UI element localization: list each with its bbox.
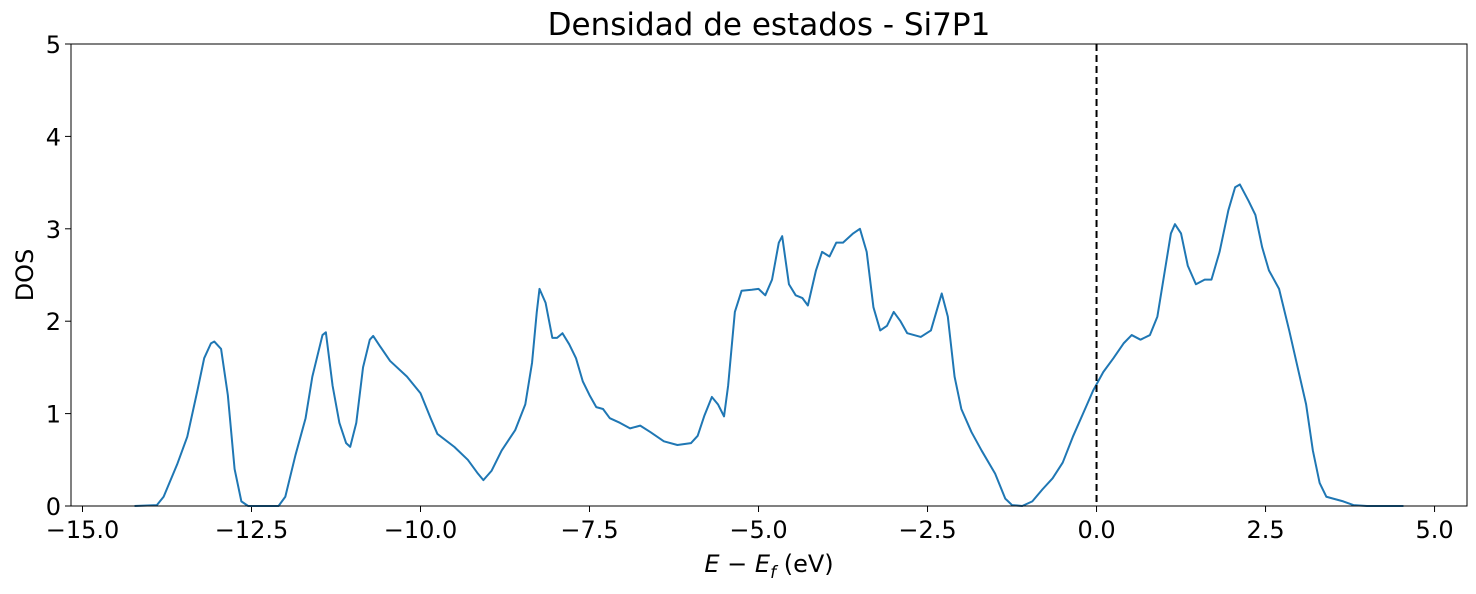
y-axis-label: DOS [11,249,39,302]
x-tick-label: 0.0 [1077,516,1115,544]
x-tick-label: −12.5 [215,516,289,544]
series-line [134,183,1404,507]
x-tick-label: −15.0 [46,516,120,544]
plot-frame [70,43,1468,507]
x-tick-label: −10.0 [384,516,458,544]
x-label-var: E − E [704,550,771,578]
y-tick-label: 5 [46,31,61,59]
x-axis-label: E − Ef (eV) [704,550,833,583]
x-tick-label: −7.5 [560,516,618,544]
x-tick-label: 2.5 [1246,516,1284,544]
y-tick-label: 0 [46,493,61,521]
x-tick-label: 5.0 [1415,516,1453,544]
y-tick-label: 2 [46,308,61,336]
x-label-unit: (eV) [776,550,834,578]
y-tick-label: 1 [46,401,61,429]
y-tick-label: 3 [46,216,61,244]
x-label-sub: f [770,563,779,583]
x-tick-label: −5.0 [729,516,787,544]
x-tick-label: −2.5 [898,516,956,544]
y-tick-label: 4 [46,123,61,151]
chart-title: Densidad de estados - Si7P1 [548,7,991,43]
